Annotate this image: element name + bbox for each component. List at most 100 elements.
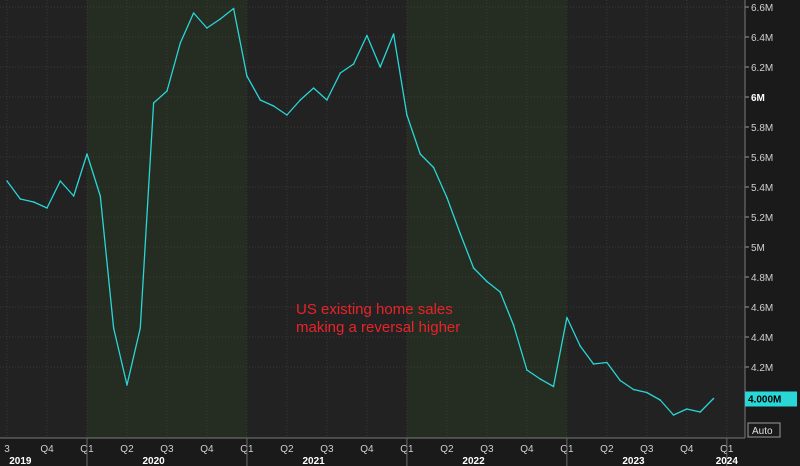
data-point (552, 385, 555, 388)
data-point (246, 75, 248, 77)
y-tick-label: 5.2M (751, 213, 773, 224)
x-tick-label: Q3 (640, 444, 654, 455)
data-point (152, 102, 155, 104)
x-year-label: 2020 (143, 456, 166, 466)
y-tick-label: 5.6M (751, 153, 773, 164)
data-point (566, 316, 568, 319)
data-point (286, 114, 288, 116)
y-tick-label: 4.8M (751, 273, 773, 284)
x-year-label: 2024 (716, 456, 739, 466)
series-layer (6, 7, 715, 416)
data-point (366, 34, 368, 37)
data-point (579, 345, 581, 347)
data-point (419, 153, 422, 155)
series-line (6, 7, 714, 416)
auto-scale-button[interactable]: Auto (747, 422, 781, 438)
data-point (526, 369, 528, 371)
x-tick-label: Q4 (40, 444, 54, 455)
data-point (126, 384, 128, 386)
x-tick-label: Q2 (120, 444, 134, 455)
y-tick-label: 5.4M (751, 183, 773, 194)
data-point (486, 280, 488, 283)
data-point (699, 411, 701, 413)
last-value-marker: 4.000M (745, 391, 797, 407)
x-year-label: 2022 (462, 456, 485, 466)
x-tick-label: Q4 (360, 444, 374, 455)
data-point (392, 33, 395, 35)
data-point (659, 399, 661, 401)
data-point (686, 408, 688, 410)
data-point (432, 166, 435, 169)
x-tick-label: Q2 (600, 444, 614, 455)
y-axis: 4.2M 4.4M 4.6M 4.8M 5M 5.2M 5.4M 5.6M 5.8M 6M 6.2M… (744, 0, 773, 438)
x-tick-label: 3 (4, 444, 10, 455)
y-tick-label: 6.2M (751, 63, 773, 74)
data-point (112, 327, 115, 329)
year-bands (86, 0, 567, 438)
annotation: US existing home sales making a reversal… (296, 301, 460, 336)
x-year-label: 2019 (9, 456, 32, 466)
x-tick-label: Q3 (480, 444, 494, 455)
data-point (32, 201, 35, 203)
data-point (539, 378, 541, 380)
data-point (712, 397, 715, 400)
data-point (139, 327, 142, 329)
data-point (339, 72, 342, 74)
x-year-label: 2021 (302, 456, 325, 466)
y-tick-label: 5.8M (751, 123, 773, 134)
data-point (206, 27, 208, 29)
data-point (312, 87, 315, 89)
y-tick-label: 4.2M (751, 363, 773, 374)
y-tick-label: 6.6M (751, 3, 773, 14)
x-year-label: 2023 (622, 456, 645, 466)
data-point (406, 114, 408, 116)
data-point (606, 361, 608, 364)
x-tick-label: Q4 (200, 444, 214, 455)
y-tick-label: 5M (751, 243, 765, 254)
data-point (86, 153, 88, 155)
annotation-line-2: making a reversal higher (296, 319, 460, 336)
x-tick-label: Q4 (520, 444, 534, 455)
y-tick-label: 4.4M (751, 333, 773, 344)
data-point (272, 105, 275, 107)
x-tick-label: Q2 (440, 444, 454, 455)
data-point (46, 207, 48, 209)
data-point (232, 7, 235, 10)
annotation-line-1: US existing home sales (296, 301, 453, 318)
data-point (259, 99, 262, 101)
data-point (379, 66, 382, 68)
x-axis: 3 Q4 Q1 Q2 Q3 Q4 Q1 Q2 Q3 Q4 Q1 Q2 Q3 Q4 Q1 Q2 Q3 Q4 Q1201… (0, 437, 745, 466)
data-point (19, 198, 22, 200)
data-point (472, 267, 475, 269)
x-tick-label: Q4 (680, 444, 694, 455)
data-point (646, 391, 648, 394)
data-point (632, 388, 635, 391)
y-tick-label: 6M (751, 93, 765, 104)
data-point (299, 99, 302, 101)
data-point (166, 90, 168, 92)
data-point (499, 291, 502, 293)
data-point (512, 324, 515, 326)
horizontal-gridlines (0, 6, 745, 368)
data-point (592, 363, 595, 365)
data-point (192, 12, 195, 14)
data-point (72, 195, 75, 197)
last-value-label: 4.000M (748, 395, 781, 406)
y-tick-label: 4.6M (751, 303, 773, 314)
data-point (59, 180, 62, 182)
y-tick-label: 6.4M (751, 33, 773, 44)
x-tick-label: Q3 (160, 444, 174, 455)
data-point (326, 99, 328, 101)
data-point (219, 18, 222, 20)
data-point (672, 414, 675, 416)
x-tick-label: Q3 (320, 444, 334, 455)
data-point (446, 196, 448, 199)
auto-button-label[interactable]: Auto (752, 426, 773, 437)
data-point (179, 42, 182, 44)
last-value-box (745, 391, 797, 407)
x-tick-label: Q2 (280, 444, 294, 455)
data-point (99, 195, 102, 197)
auto-button-frame[interactable] (747, 422, 781, 438)
data-point (6, 180, 8, 182)
